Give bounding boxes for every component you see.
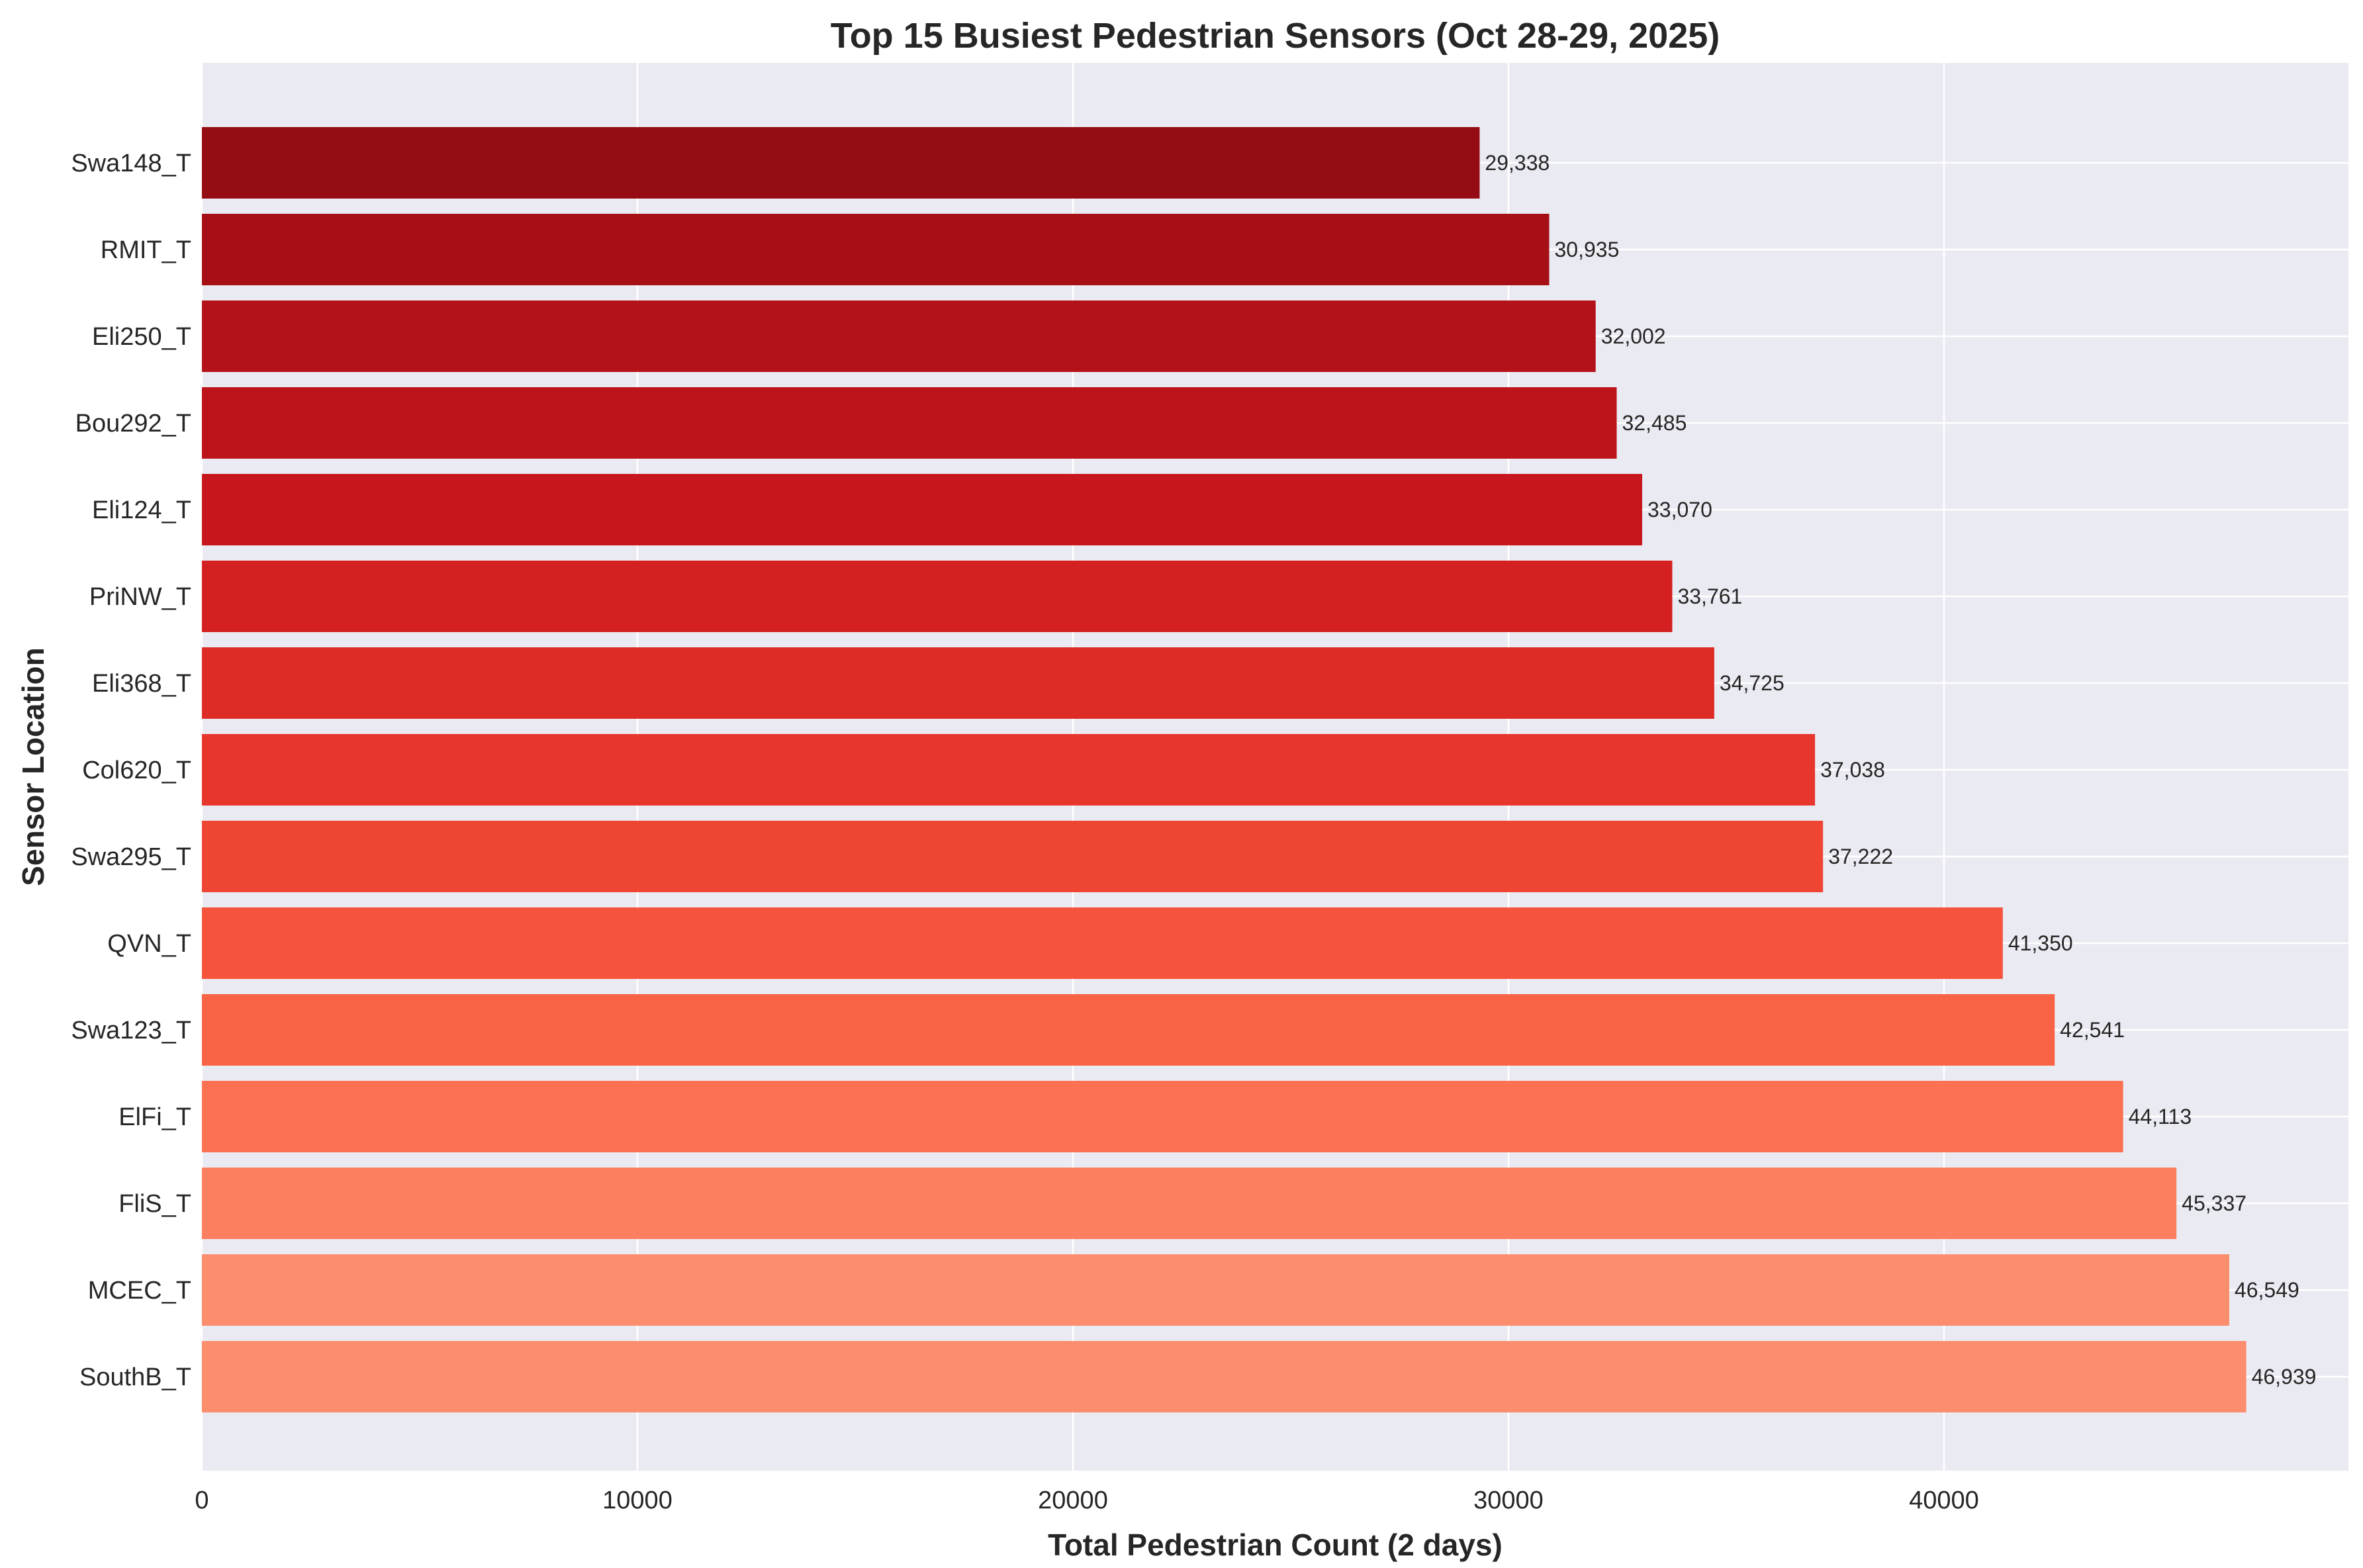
y-tick-labels: Swa148_T RMIT_T Eli250_T Bou292_T Eli124_T Pr… (71, 150, 191, 1391)
y-tick-label: Col620_T (82, 757, 191, 784)
y-tick-label: Bou292_T (75, 410, 191, 438)
y-tick-label: Eli124_T (92, 496, 191, 524)
y-tick-label: FliS_T (118, 1190, 191, 1218)
bar-value-label: 37,222 (1828, 845, 1893, 868)
x-tick-label: 10000 (602, 1487, 672, 1514)
bar (202, 994, 2055, 1066)
y-tick-label: Eli250_T (92, 323, 191, 351)
x-tick-labels: 0 10000 20000 30000 40000 (195, 1487, 1978, 1514)
bar-value-label: 45,337 (2182, 1191, 2247, 1215)
bar-value-label: 46,939 (2252, 1365, 2317, 1389)
bar-value-label: 33,761 (1677, 584, 1742, 608)
y-tick-label: Swa123_T (71, 1017, 191, 1044)
bar-value-label: 42,541 (2060, 1018, 2125, 1042)
chart-title: Top 15 Busiest Pedestrian Sensors (Oct 2… (831, 16, 1720, 56)
bar (202, 1254, 2229, 1326)
x-tick-label: 20000 (1038, 1487, 1108, 1514)
bar-value-label: 29,338 (1485, 151, 1550, 175)
y-tick-label: SouthB_T (79, 1363, 191, 1391)
y-axis-label: Sensor Location (16, 647, 50, 886)
bar (202, 561, 1673, 632)
data-labels: 29,338 30,935 32,002 32,485 33,070 33,761 34,7… (1485, 151, 2316, 1389)
bar-value-label: 32,485 (1622, 411, 1687, 435)
bar-value-label: 34,725 (1720, 671, 1784, 695)
bar-value-label: 30,935 (1555, 238, 1620, 261)
bar-value-label: 37,038 (1820, 758, 1885, 782)
y-tick-label: ElFi_T (118, 1103, 191, 1131)
bar (202, 474, 1642, 545)
bar (202, 300, 1596, 372)
bar (202, 214, 1550, 285)
bar (202, 734, 1816, 806)
bar-value-label: 32,002 (1601, 324, 1666, 348)
bar (202, 1081, 2123, 1152)
x-axis-label: Total Pedestrian Count (2 days) (1048, 1528, 1503, 1562)
bar (202, 821, 1824, 892)
y-tick-label: MCEC_T (88, 1277, 191, 1305)
bar (202, 907, 2003, 979)
bar-value-label: 44,113 (2129, 1105, 2192, 1129)
bar (202, 1168, 2177, 1239)
x-tick-label: 0 (195, 1487, 208, 1514)
y-tick-label: RMIT_T (101, 236, 191, 264)
bar-value-label: 46,549 (2235, 1278, 2299, 1302)
bar-value-label: 33,070 (1647, 498, 1712, 522)
x-tick-label: 40000 (1909, 1487, 1979, 1514)
bar (202, 387, 1617, 459)
y-tick-label: QVN_T (107, 930, 191, 958)
y-tick-label: PriNW_T (89, 583, 191, 611)
y-tick-label: Eli368_T (92, 670, 191, 698)
bar (202, 647, 1714, 719)
x-tick-label: 30000 (1473, 1487, 1544, 1514)
bar-value-label: 41,350 (2008, 931, 2073, 955)
y-tick-label: Swa295_T (71, 843, 191, 871)
bars (202, 127, 2247, 1412)
bar (202, 1341, 2247, 1412)
y-tick-label: Swa148_T (71, 150, 191, 177)
bar (202, 127, 1480, 199)
